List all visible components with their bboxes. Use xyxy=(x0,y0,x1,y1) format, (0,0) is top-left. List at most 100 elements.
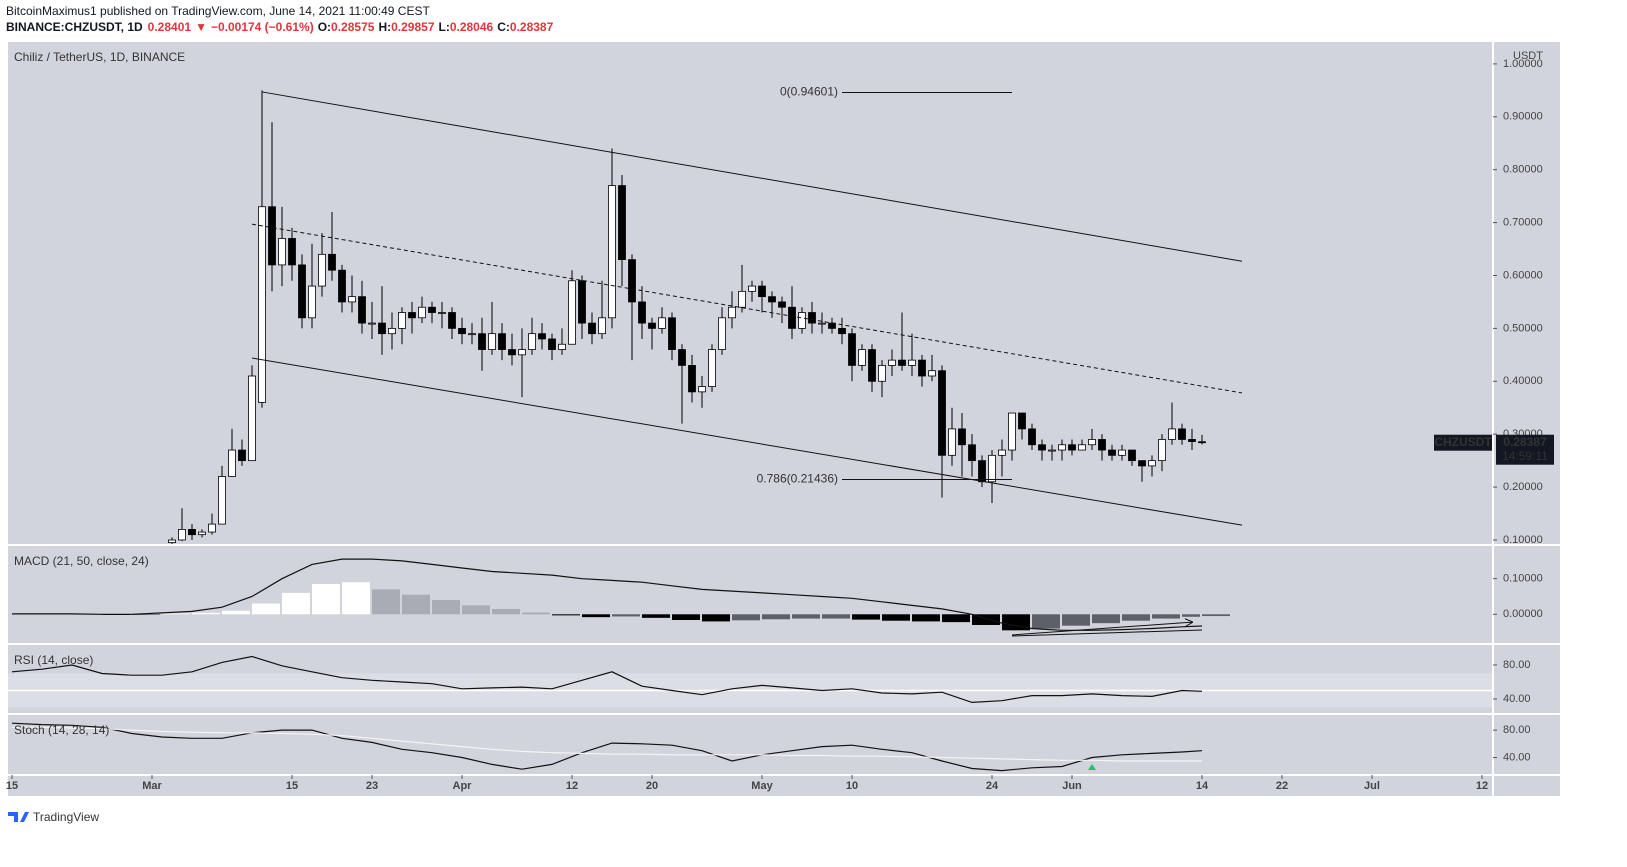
candle-body xyxy=(1058,444,1066,451)
macd-histogram-bar xyxy=(1182,614,1200,617)
candle-body xyxy=(1068,444,1076,451)
x-tick-label: 12 xyxy=(566,780,578,792)
ohlc-value: 0.29857 xyxy=(391,20,435,34)
candle-body xyxy=(1178,428,1186,440)
macd-histogram-bar xyxy=(252,603,280,615)
candle-body xyxy=(618,185,626,261)
fib-label: 0(0.94601) xyxy=(780,85,838,99)
macd-histogram-bar xyxy=(1122,614,1150,621)
candle-body xyxy=(328,253,336,271)
candle-body xyxy=(538,333,546,340)
candle-body xyxy=(678,349,686,366)
macd-histogram-bar xyxy=(162,613,190,615)
candle-body xyxy=(458,327,466,335)
candle-body xyxy=(338,269,346,303)
macd-histogram-bar xyxy=(1092,614,1120,624)
price-label-countdown: 14:59:11 xyxy=(1502,449,1548,463)
candle-body xyxy=(1028,428,1036,446)
candle-body xyxy=(748,285,756,292)
indicator-line xyxy=(12,558,1203,631)
change-arrow: ▼ xyxy=(195,20,207,34)
macd-histogram-bar xyxy=(882,614,910,621)
candle-body xyxy=(1188,439,1196,442)
y-tick-label: 0.00000 xyxy=(1503,608,1543,620)
candle-body xyxy=(968,444,976,462)
trendline xyxy=(251,357,1243,526)
candle-body xyxy=(988,454,996,483)
x-tick-label: Jun xyxy=(1062,780,1082,792)
candle-body xyxy=(998,449,1006,456)
macd-histogram-bar xyxy=(372,589,400,615)
candle-body xyxy=(218,476,226,525)
candle-body xyxy=(208,523,216,533)
change: −0.00174 (−0.61%) xyxy=(211,20,314,34)
macd-histogram-bar xyxy=(762,614,790,620)
candle-body xyxy=(798,312,806,329)
x-tick-label: Jul xyxy=(1364,780,1380,792)
candle-body xyxy=(758,285,766,298)
y-tick-label: 80.00 xyxy=(1503,724,1531,736)
candle-body xyxy=(168,539,176,544)
y-tick-label: 0.70000 xyxy=(1503,216,1543,228)
x-tick-label: 10 xyxy=(846,780,858,792)
candle-body xyxy=(318,253,326,287)
y-tick-label: 80.00 xyxy=(1503,659,1531,671)
plot-layer: 0(0.94601) 0.786(0.21436) xyxy=(8,85,1493,772)
candle-body xyxy=(438,312,446,314)
candle-body xyxy=(588,322,596,335)
candle-body xyxy=(1168,428,1176,440)
price-label-box xyxy=(1496,434,1554,465)
price-label-symbol: CHZUSDT xyxy=(1434,435,1492,449)
y-tick-label: 0.80000 xyxy=(1503,164,1543,176)
fib-label: 0.786(0.21436) xyxy=(757,472,838,486)
candle-body xyxy=(958,428,966,446)
candle-body xyxy=(1088,439,1096,446)
y-tick-label: 0.10000 xyxy=(1503,534,1543,546)
pane-title: RSI (14, close) xyxy=(14,653,93,667)
price-label-price: 0.28387 xyxy=(1503,435,1547,449)
separators xyxy=(8,42,1560,796)
candle-body xyxy=(808,312,816,324)
candle-body xyxy=(1018,412,1026,430)
candle-body xyxy=(548,338,556,350)
symbol-line: BINANCE:CHZUSDT, 1D 0.28401 ▼ −0.00174 (−0.… xyxy=(6,20,554,34)
candle-body xyxy=(228,449,236,477)
candle-body xyxy=(598,317,606,335)
candle-body xyxy=(568,280,576,345)
indicator-line xyxy=(12,726,1202,762)
symbol: BINANCE:CHZUSDT, 1D xyxy=(6,20,143,34)
macd-histogram-bar xyxy=(222,610,250,615)
last-price: 0.28401 xyxy=(148,20,192,34)
candle-body xyxy=(608,185,616,319)
candle-body xyxy=(648,322,656,329)
candle-body xyxy=(1118,449,1126,456)
candle-body xyxy=(1198,441,1206,444)
x-tick-label: Mar xyxy=(142,780,162,792)
candle-body xyxy=(718,317,726,350)
candle-body xyxy=(898,359,906,366)
x-tick-label: 15 xyxy=(6,780,18,792)
y-tick-label: 0.60000 xyxy=(1503,269,1543,281)
candle-body xyxy=(1148,460,1156,467)
pane-title: MACD (21, 50, close, 24) xyxy=(14,554,149,568)
ohlc-key: C: xyxy=(497,20,510,34)
candle-body xyxy=(498,333,506,350)
candle-body xyxy=(1158,439,1166,462)
macd-histogram-bar xyxy=(1202,614,1230,617)
candle-body xyxy=(708,349,716,387)
candle-body xyxy=(308,285,316,319)
y-tick-label: 0.20000 xyxy=(1503,481,1543,493)
candle-body xyxy=(698,386,706,393)
candle-body xyxy=(198,531,206,536)
macd-histogram-bar xyxy=(972,614,1000,625)
candle-body xyxy=(298,264,306,319)
pane-title: Stoch (14, 28, 14) xyxy=(14,723,109,737)
trendline xyxy=(1011,629,1203,637)
candle-body xyxy=(508,349,516,356)
candle-body xyxy=(468,333,476,336)
candle-body xyxy=(418,306,426,319)
publisher-line: BitcoinMaximus1 published on TradingView… xyxy=(6,4,430,18)
macd-histogram-bar xyxy=(552,614,580,616)
candle-body xyxy=(478,333,486,350)
